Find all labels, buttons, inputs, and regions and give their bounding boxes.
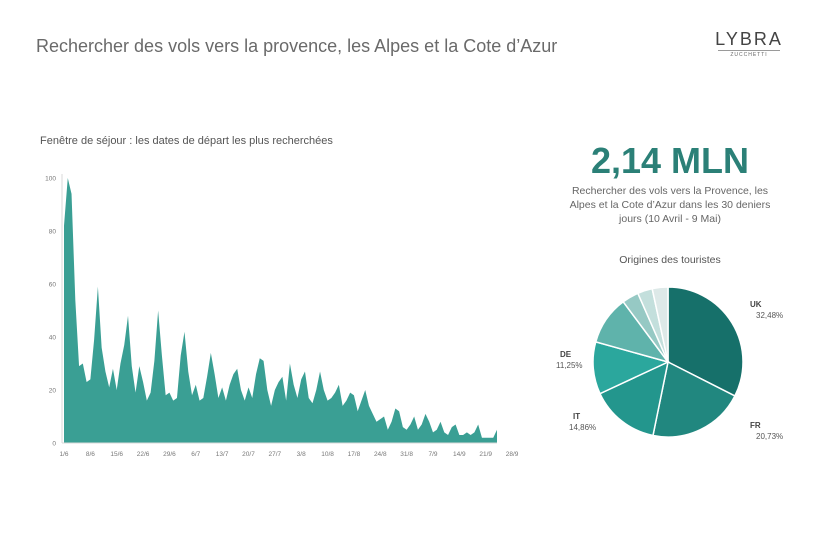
pie-value-label: 20,73% [756, 432, 783, 441]
pie-slice [651, 286, 669, 363]
stat-desc-line: Rechercher des vols vers la Provence, le… [571, 185, 769, 197]
pie-slice [667, 286, 744, 397]
pie-label: DE [560, 350, 572, 359]
logo-divider [718, 50, 780, 51]
y-tick-label: 20 [49, 388, 57, 395]
pie-label: FR [750, 421, 761, 430]
y-tick-label: 100 [45, 176, 56, 183]
stat-desc-line: Alpes et la Cote d’Azur dans les 30 deni… [569, 199, 771, 211]
x-tick-label: 15/6 [110, 451, 123, 458]
y-tick-label: 80 [49, 229, 57, 236]
x-tick-label: 6/7 [191, 451, 200, 458]
x-tick-label: 17/8 [348, 451, 361, 458]
pie-value-label: 11,25% [556, 361, 583, 370]
y-tick-label: 40 [49, 335, 57, 342]
stat-value: 2,14 MLN [590, 140, 750, 181]
y-tick-label: 0 [52, 441, 56, 448]
pie-value-label: 32,48% [756, 311, 783, 320]
pie-slice [652, 360, 736, 438]
page-title: Rechercher des vols vers la provence, le… [36, 36, 558, 56]
pie-label: UK [750, 300, 762, 309]
x-tick-label: 7/9 [428, 451, 437, 458]
x-tick-label: 24/8 [374, 451, 387, 458]
pie-slice [599, 360, 670, 437]
x-tick-label: 28/9 [506, 451, 519, 458]
stat-description: Rechercher des vols vers la Provence, le… [560, 184, 780, 226]
pie-chart-title: Origines des touristes [619, 254, 721, 266]
x-tick-label: 29/6 [163, 451, 176, 458]
logo-main-text: LYBRA [715, 29, 783, 49]
y-tick-label: 60 [49, 282, 57, 289]
x-tick-label: 27/7 [269, 451, 282, 458]
logo-sub-text: ZUCCHETTI [730, 52, 768, 58]
lybra-logo: LYBRA ZUCCHETTI [712, 30, 786, 59]
x-tick-label: 21/9 [479, 451, 492, 458]
area-chart-title: Fenêtre de séjour : les dates de départ … [40, 135, 333, 147]
stat-desc-line: jours (10 Avril - 9 Mai) [619, 213, 721, 225]
pie-value-label: 14,86% [569, 423, 596, 432]
x-tick-label: 14/9 [453, 451, 466, 458]
x-tick-label: 13/7 [216, 451, 229, 458]
x-tick-label: 31/8 [400, 451, 413, 458]
area-series [64, 178, 497, 443]
x-tick-label: 10/8 [321, 451, 334, 458]
x-tick-label: 20/7 [242, 451, 255, 458]
x-tick-label: 1/6 [59, 451, 68, 458]
x-tick-label: 3/8 [297, 451, 306, 458]
x-tick-label: 8/6 [86, 451, 95, 458]
x-tick-label: 22/6 [137, 451, 150, 458]
pie-label: IT [573, 412, 580, 421]
